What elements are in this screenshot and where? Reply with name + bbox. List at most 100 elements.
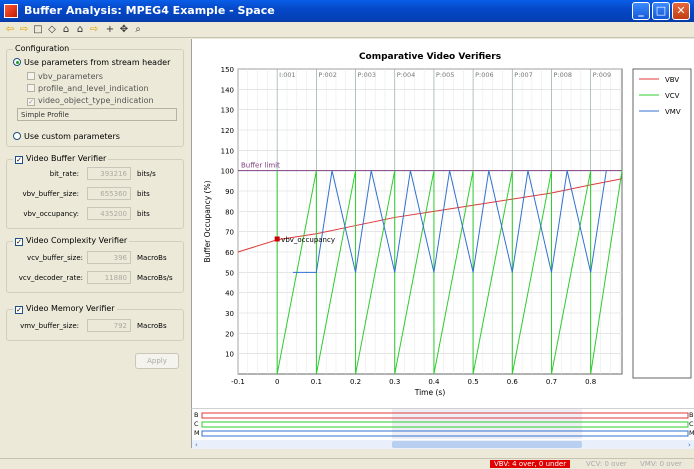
x-tick-label: 0.1	[311, 378, 322, 386]
occupancy-label: vbv_occupancy	[281, 236, 335, 244]
zoom-icon[interactable]: ⌕	[135, 24, 141, 35]
y-tick-label: 150	[221, 66, 234, 74]
vcv-enable-checkbox[interactable]: ✓	[15, 238, 23, 246]
timeline-scroll-thumb	[392, 441, 582, 448]
minimize-button[interactable]: _	[632, 2, 650, 20]
x-tick-label: 0.2	[350, 378, 361, 386]
use-custom-label: Use custom parameters	[24, 132, 120, 141]
frame-label: P:009	[593, 71, 612, 79]
timeline-panel[interactable]: B B C C M M ‹ ›	[191, 408, 694, 449]
vbv-occupancy-field[interactable]: 435200	[87, 207, 131, 220]
vmv-buffer-size-label: vmv_buffer_size:	[20, 322, 79, 330]
vbv-parameters-checkbox[interactable]: vbv_parameters	[27, 72, 103, 81]
occupancy-marker	[274, 236, 280, 242]
series-vmv-line	[292, 170, 607, 273]
lock-icon[interactable]: ⌂	[62, 24, 70, 35]
vmv-group: ✓ Video Memory Verifier vmv_buffer_size: …	[6, 304, 184, 341]
vmv-buffer-size-unit: MacroBs	[137, 322, 167, 330]
timeline-overview[interactable]: B BC CM M‹ ›	[192, 409, 694, 449]
legend-label: VMV	[665, 108, 681, 116]
use-stream-label: Use parameters from stream header	[24, 58, 171, 67]
close-button[interactable]: ✕	[672, 2, 690, 20]
settings-panel: Configuration Use parameters from stream…	[0, 39, 190, 443]
toolbar: ⇦ ⇨ □ ◇ ⌂ ⌂ ⇨ + ✥ ⌕	[0, 22, 694, 38]
profile-level-label: profile_and_level_indication	[38, 84, 149, 93]
radio-icon	[13, 132, 21, 140]
frame-label: P:008	[553, 71, 572, 79]
vcv-buffer-size-unit: MacroBs	[137, 254, 167, 262]
x-tick-label: 0.6	[507, 378, 519, 386]
next-arrow-icon[interactable]: ⇨	[19, 24, 29, 35]
title-bar: Buffer Analysis: MPEG4 Example - Space _…	[0, 0, 694, 22]
frame-label: P:002	[318, 71, 337, 79]
y-tick-label: 120	[221, 127, 234, 135]
scroll-right-icon: ›	[688, 441, 691, 449]
diamond-icon[interactable]: ◇	[48, 24, 56, 35]
vcv-buffer-size-field[interactable]: 396	[87, 251, 131, 264]
y-tick-label: 140	[221, 86, 234, 94]
bit-rate-field[interactable]: 393216	[87, 167, 131, 180]
y-tick-label: 90	[225, 188, 234, 196]
crosshair-icon[interactable]: +	[105, 24, 115, 35]
configuration-legend: Configuration	[13, 44, 72, 53]
vcv-group: ✓ Video Complexity Verifier vcv_buffer_si…	[6, 236, 184, 293]
use-stream-radio[interactable]: Use parameters from stream header	[13, 58, 170, 67]
lock-open-icon[interactable]: ⌂	[76, 24, 84, 35]
apply-button[interactable]: Apply	[135, 353, 179, 369]
vbv-legend[interactable]: ✓ Video Buffer Verifier	[13, 154, 109, 164]
frame-label: P:004	[397, 71, 416, 79]
timeline-row-label: M	[689, 429, 694, 437]
vcv-legend-label: Video Complexity Verifier	[26, 236, 128, 245]
y-tick-label: 130	[221, 107, 234, 115]
vbv-group: ✓ Video Buffer Verifier bit_rate: 393216 …	[6, 154, 184, 229]
timeline-viewport	[392, 409, 582, 439]
vbv-buffer-size-label: vbv_buffer_size:	[22, 190, 79, 198]
object-type-field: Simple Profile	[17, 108, 177, 121]
y-axis-label: Buffer Occupancy (%)	[203, 180, 212, 262]
y-tick-label: 80	[225, 208, 234, 216]
verifier-chart[interactable]: 10 20 30 40 50 60 70 80 90 100 110 120 130 140 150 -0.1…	[192, 39, 694, 408]
y-tick-label: 60	[225, 249, 234, 257]
vbv-parameters-label: vbv_parameters	[38, 72, 103, 81]
checkbox-icon	[27, 84, 35, 92]
timeline-row-label: B	[689, 411, 693, 419]
frame-label: P:006	[475, 71, 494, 79]
vbv-enable-checkbox[interactable]: ✓	[15, 156, 23, 164]
vcv-decoder-rate-field[interactable]: 11880	[87, 271, 131, 284]
vcv-decoder-rate-unit: MacroBs/s	[137, 274, 173, 282]
timeline-row-label: M	[194, 429, 200, 437]
frame-label: I:001	[279, 71, 296, 79]
x-tick-label: 0.5	[468, 378, 479, 386]
vbv-buffer-size-unit: bits	[137, 190, 150, 198]
chart-legend	[632, 68, 692, 379]
vmv-buffer-size-field[interactable]: 792	[87, 319, 131, 332]
x-tick-label: 0	[275, 378, 279, 386]
use-custom-radio[interactable]: Use custom parameters	[13, 132, 120, 141]
vmv-legend[interactable]: ✓ Video Memory Verifier	[13, 304, 117, 314]
new-doc-icon[interactable]: □	[33, 24, 43, 35]
prev-arrow-icon[interactable]: ⇦	[5, 24, 15, 35]
timeline-row-bar	[201, 412, 689, 419]
maximize-button[interactable]: □	[652, 2, 670, 20]
vbv-buffer-size-field[interactable]: 655360	[87, 187, 131, 200]
move-icon[interactable]: ✥	[119, 24, 129, 35]
vmv-legend-label: Video Memory Verifier	[26, 304, 115, 313]
frame-label: P:003	[358, 71, 377, 79]
chart-title: Comparative Video Verifiers	[359, 52, 501, 62]
x-tick-label: 0.7	[546, 378, 557, 386]
configuration-group: Configuration Use parameters from stream…	[6, 44, 184, 147]
arrow-right-icon[interactable]: ⇨	[89, 24, 99, 35]
vbv-occupancy-label: vbv_occupancy:	[23, 210, 79, 218]
x-tick-label: -0.1	[231, 378, 245, 386]
timeline-row-label: B	[194, 411, 198, 419]
app-icon	[4, 4, 18, 18]
y-tick-label: 20	[225, 330, 234, 338]
x-axis-label: Time (s)	[414, 388, 446, 397]
vcv-legend[interactable]: ✓ Video Complexity Verifier	[13, 236, 130, 246]
vmv-enable-checkbox[interactable]: ✓	[15, 306, 23, 314]
object-type-checkbox[interactable]: ✓ video_object_type_indication	[27, 96, 154, 106]
profile-level-checkbox[interactable]: profile_and_level_indication	[27, 84, 149, 93]
vcv-buffer-size-label: vcv_buffer_size:	[27, 254, 83, 262]
y-tick-label: 40	[225, 290, 234, 298]
chart-panel[interactable]: 10 20 30 40 50 60 70 80 90 100 110 120 130 140 150 -0.1…	[191, 39, 694, 408]
